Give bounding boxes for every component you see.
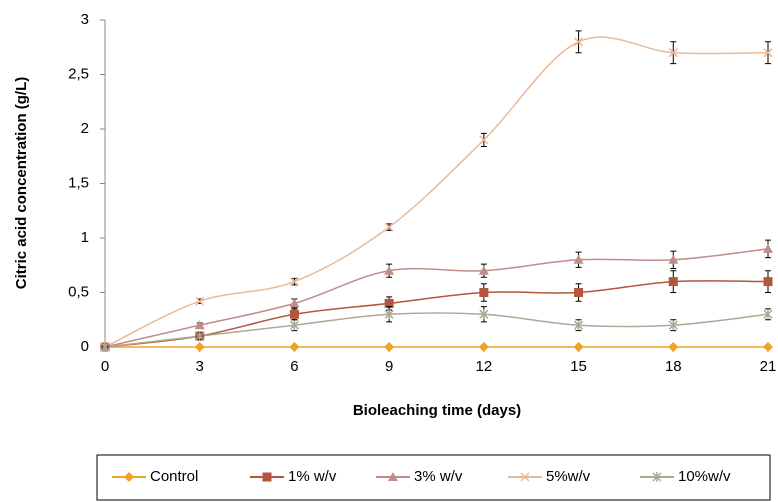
data-point (763, 309, 773, 320)
data-point (479, 135, 489, 145)
y-tick-label: 0,5 (68, 283, 89, 300)
series-line (104, 312, 769, 348)
series-line (104, 36, 769, 348)
x-tick-label: 3 (196, 358, 204, 375)
y-tick-label: 3 (81, 11, 89, 28)
data-point (478, 265, 489, 275)
data-point (574, 320, 584, 331)
data-point (763, 277, 773, 287)
y-tick-label: 1,5 (68, 174, 89, 191)
data-point (384, 309, 394, 320)
data-point (763, 342, 773, 352)
data-point (668, 320, 678, 331)
legend-label: 3% w/v (414, 468, 463, 485)
legend-marker (124, 472, 134, 482)
x-tick-label: 6 (290, 358, 298, 375)
data-point (384, 342, 395, 352)
data-point (668, 342, 679, 352)
data-point (479, 309, 489, 320)
data-point (100, 342, 110, 352)
x-tick-label: 9 (385, 358, 393, 375)
y-axis-title: Citric acid concentration (g/L) (13, 77, 30, 290)
legend-box (96, 454, 771, 501)
legend-marker (520, 472, 530, 482)
x-tick-label: 21 (760, 358, 777, 375)
legend-label: Control (150, 468, 198, 485)
x-tick-label: 18 (665, 358, 682, 375)
x-tick-label: 0 (101, 358, 109, 375)
data-point (573, 342, 584, 352)
legend-label: 5%w/v (546, 468, 591, 485)
data-point (478, 342, 489, 352)
data-point (194, 320, 205, 330)
data-point (195, 331, 205, 342)
legend-marker (388, 472, 398, 481)
legend-marker (652, 472, 662, 482)
data-point (668, 254, 679, 264)
data-point (289, 277, 299, 287)
data-point (384, 298, 394, 308)
data-point (194, 342, 205, 352)
data-point (384, 265, 395, 275)
x-tick-label: 15 (570, 358, 587, 375)
x-tick-label: 12 (476, 358, 493, 375)
data-point (195, 296, 205, 306)
data-point (763, 48, 773, 58)
legend-label: 1% w/v (288, 468, 337, 485)
y-tick-label: 2 (81, 120, 89, 137)
data-point (384, 222, 394, 232)
series-line (104, 248, 769, 348)
series-line (104, 280, 769, 348)
data-point (289, 309, 299, 319)
data-point (574, 37, 584, 47)
legend-marker (262, 472, 272, 482)
data-point (668, 48, 678, 58)
data-point (289, 320, 299, 331)
data-point (668, 277, 678, 287)
y-tick-label: 1 (81, 229, 89, 246)
data-point (289, 298, 300, 308)
data-point (289, 342, 300, 352)
data-point (479, 288, 489, 297)
data-point (574, 288, 584, 297)
data-point (573, 254, 584, 264)
y-tick-label: 2,5 (68, 65, 89, 82)
data-point (763, 243, 773, 253)
x-axis-title: Bioleaching time (days) (353, 402, 521, 419)
legend-label: 10%w/v (678, 468, 731, 485)
y-tick-label: 0 (81, 338, 89, 355)
